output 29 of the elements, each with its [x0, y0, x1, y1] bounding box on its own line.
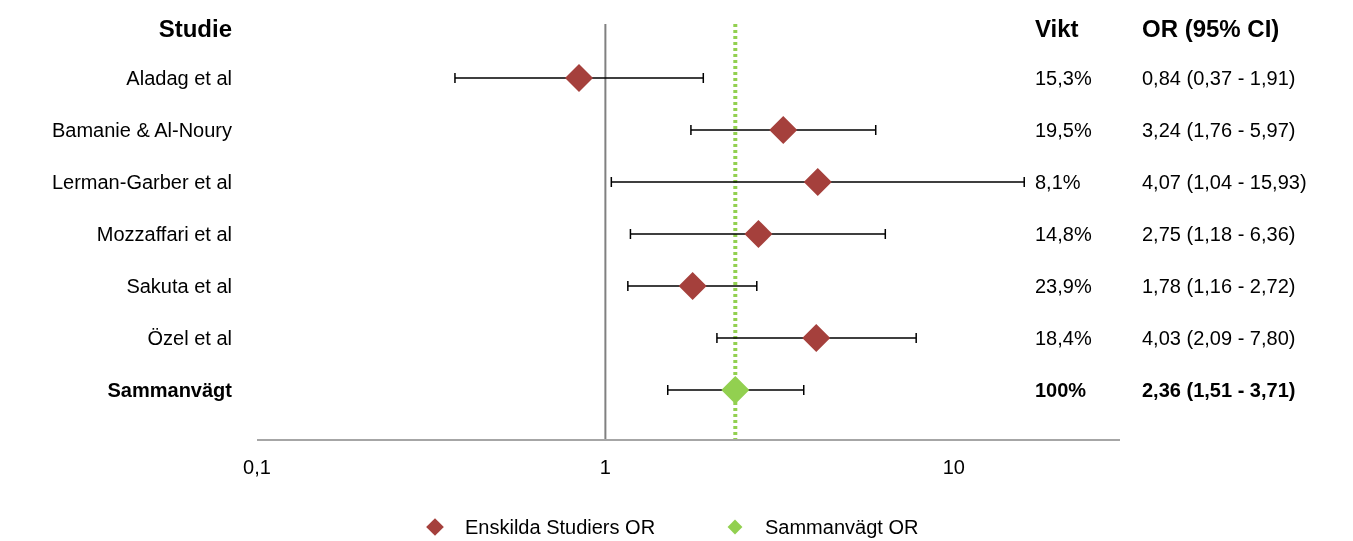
annotation: 18,4% — [1035, 327, 1092, 349]
x-tick-label: 10 — [942, 456, 965, 478]
y-tick-label: Bamanie & Al-Noury — [51, 119, 232, 141]
y-tick-label: Mozzaffari et al — [96, 223, 232, 245]
text: 3,24 (1,76 - 5,97) — [1142, 119, 1296, 141]
annotation: Vikt — [1035, 15, 1079, 42]
text: 4,03 (2,09 - 7,80) — [1142, 327, 1296, 349]
y-tick-label: Sammanvägt — [107, 379, 233, 401]
x-tick-label: 1 — [599, 456, 611, 478]
text: OR (95% CI) — [1142, 15, 1280, 42]
text: 1,78 (1,16 - 2,72) — [1142, 275, 1296, 297]
legend-label: Enskilda Studiers OR — [465, 516, 656, 538]
text: 0,84 (0,37 - 1,91) — [1142, 67, 1296, 89]
y-tick-label: Lerman-Garber et al — [51, 171, 232, 193]
y-tick-label: Aladag et al — [126, 67, 232, 89]
annotation: 19,5% — [1035, 119, 1092, 141]
annotation: 14,8% — [1035, 223, 1092, 245]
text: 2,36 (1,51 - 3,71) — [1142, 379, 1296, 401]
annotation: 23,9% — [1035, 275, 1092, 297]
text: 4,07 (1,04 - 15,93) — [1142, 171, 1307, 193]
annotation: 8,1% — [1035, 171, 1081, 193]
legend-label: Sammanvägt OR — [765, 516, 919, 538]
y-tick-label: Özel et al — [147, 327, 232, 349]
x-tick-label: 0,1 — [243, 456, 271, 478]
text: 2,75 (1,18 - 6,36) — [1142, 223, 1296, 245]
annotation: 100% — [1035, 379, 1087, 401]
annotation: 15,3% — [1035, 67, 1092, 89]
y-axis-title: Studie — [158, 15, 232, 42]
y-tick-label: Sakuta et al — [126, 275, 232, 297]
